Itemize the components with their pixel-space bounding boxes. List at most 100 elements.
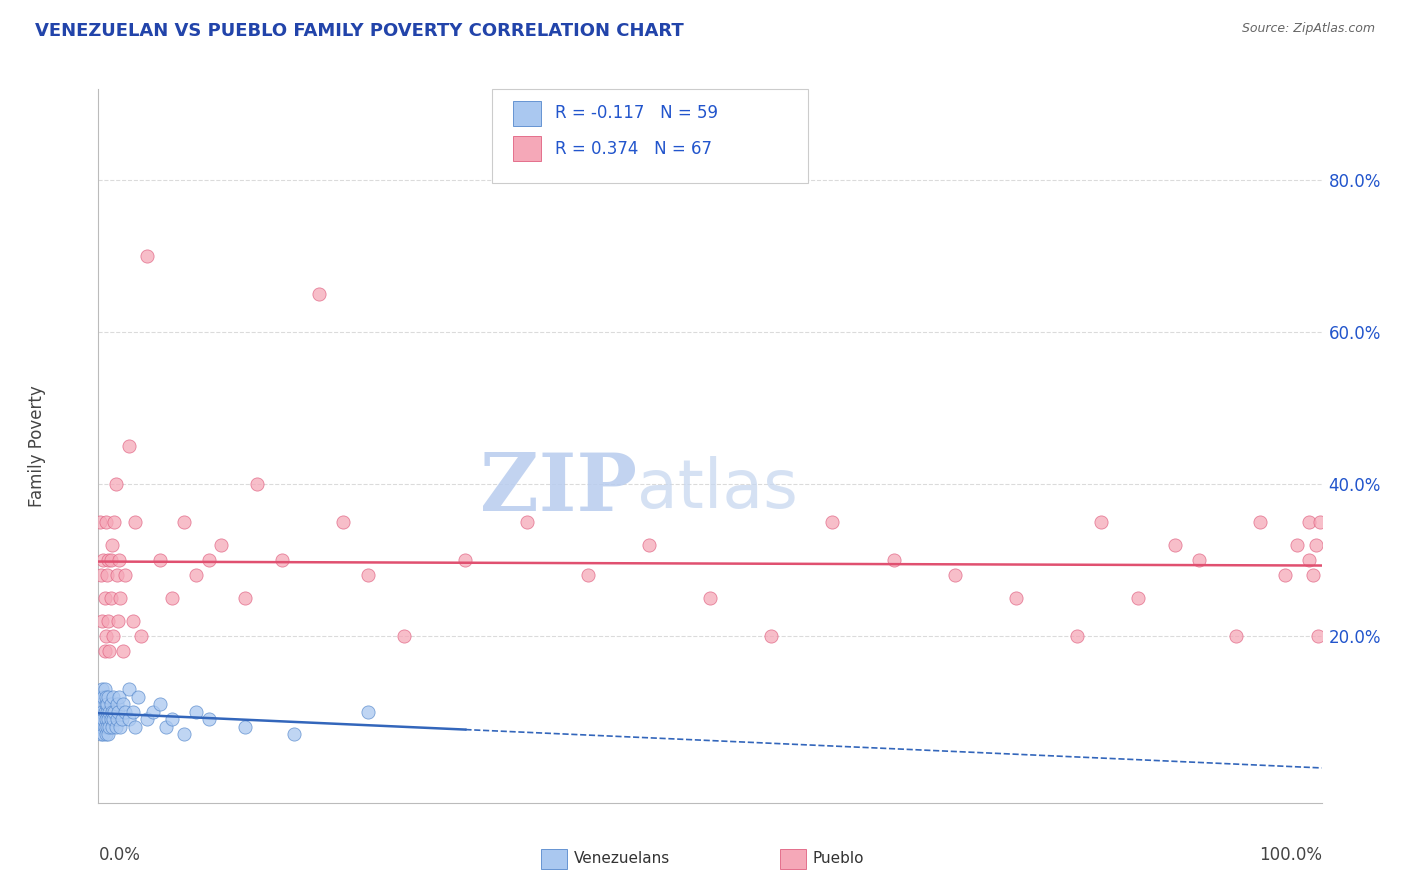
Text: ZIP: ZIP (479, 450, 637, 528)
Point (121, 614, 143, 628)
Point (283, 727, 305, 741)
Point (233, 720, 256, 734)
Point (93, 705, 115, 719)
Point (197, 553, 219, 567)
Point (124, 720, 146, 734)
Point (173, 727, 195, 741)
Point (96, 697, 118, 711)
Text: Source: ZipAtlas.com: Source: ZipAtlas.com (1241, 22, 1375, 36)
Point (103, 705, 125, 719)
Point (101, 690, 124, 704)
Point (883, 553, 905, 567)
Point (107, 705, 129, 719)
Point (97, 690, 120, 704)
Point (91, 727, 114, 741)
Point (90, 712, 112, 726)
Point (699, 591, 721, 605)
Point (96, 720, 118, 734)
Point (97, 553, 120, 567)
Point (110, 720, 132, 734)
Point (105, 712, 128, 726)
Point (1309, 515, 1331, 529)
Point (98, 705, 121, 719)
Point (356, 568, 378, 582)
Point (94, 712, 117, 726)
Point (89, 515, 111, 529)
Point (100, 553, 122, 567)
Point (638, 538, 661, 552)
Point (108, 553, 131, 567)
Point (91, 712, 114, 726)
Point (94, 727, 117, 741)
Point (90, 727, 112, 741)
Point (233, 591, 256, 605)
Point (155, 720, 177, 734)
Point (1298, 553, 1320, 567)
Point (173, 515, 195, 529)
Point (93, 681, 115, 696)
Point (114, 568, 136, 582)
Point (136, 249, 159, 263)
Text: 100.0%: 100.0% (1258, 846, 1322, 863)
Point (91, 720, 114, 734)
Point (943, 568, 966, 582)
Point (89, 720, 111, 734)
Point (111, 697, 134, 711)
Point (101, 705, 124, 719)
Point (100, 591, 122, 605)
Point (160, 591, 183, 605)
Point (332, 515, 354, 529)
Point (103, 515, 125, 529)
Point (209, 538, 232, 552)
Point (104, 720, 127, 734)
Point (97, 614, 120, 628)
Point (1225, 629, 1247, 643)
Point (96, 705, 118, 719)
Point (97, 712, 120, 726)
Point (100, 712, 122, 726)
Point (93, 644, 115, 658)
Point (101, 712, 124, 726)
Point (91, 553, 114, 567)
Point (121, 705, 143, 719)
Text: Venezuelans: Venezuelans (574, 851, 669, 865)
Point (94, 629, 117, 643)
Point (91, 681, 114, 696)
Point (96, 568, 118, 582)
Point (91, 614, 114, 628)
Point (114, 705, 136, 719)
Point (108, 690, 131, 704)
Point (111, 644, 134, 658)
Point (91, 697, 114, 711)
Point (136, 712, 159, 726)
Point (101, 538, 124, 552)
Point (1128, 591, 1150, 605)
Point (197, 712, 219, 726)
Point (118, 681, 141, 696)
Text: Family Poverty: Family Poverty (28, 385, 46, 507)
Point (98, 720, 121, 734)
Point (101, 720, 124, 734)
Point (308, 287, 330, 301)
Point (1274, 568, 1296, 582)
Text: VENEZUELAN VS PUEBLO FAMILY POVERTY CORRELATION CHART: VENEZUELAN VS PUEBLO FAMILY POVERTY CORR… (35, 22, 683, 40)
Point (107, 614, 129, 628)
Point (94, 697, 117, 711)
Point (356, 705, 378, 719)
Point (118, 712, 141, 726)
Point (97, 727, 120, 741)
Point (93, 720, 115, 734)
Point (111, 712, 134, 726)
Point (1004, 591, 1026, 605)
Point (454, 553, 477, 567)
Point (94, 690, 117, 704)
Point (90, 568, 112, 582)
Point (1286, 538, 1309, 552)
Point (127, 690, 149, 704)
Point (1302, 568, 1324, 582)
Point (149, 697, 172, 711)
Point (91, 705, 114, 719)
Point (186, 568, 208, 582)
Text: R = -0.117   N = 59: R = -0.117 N = 59 (555, 104, 718, 122)
Point (1164, 538, 1187, 552)
